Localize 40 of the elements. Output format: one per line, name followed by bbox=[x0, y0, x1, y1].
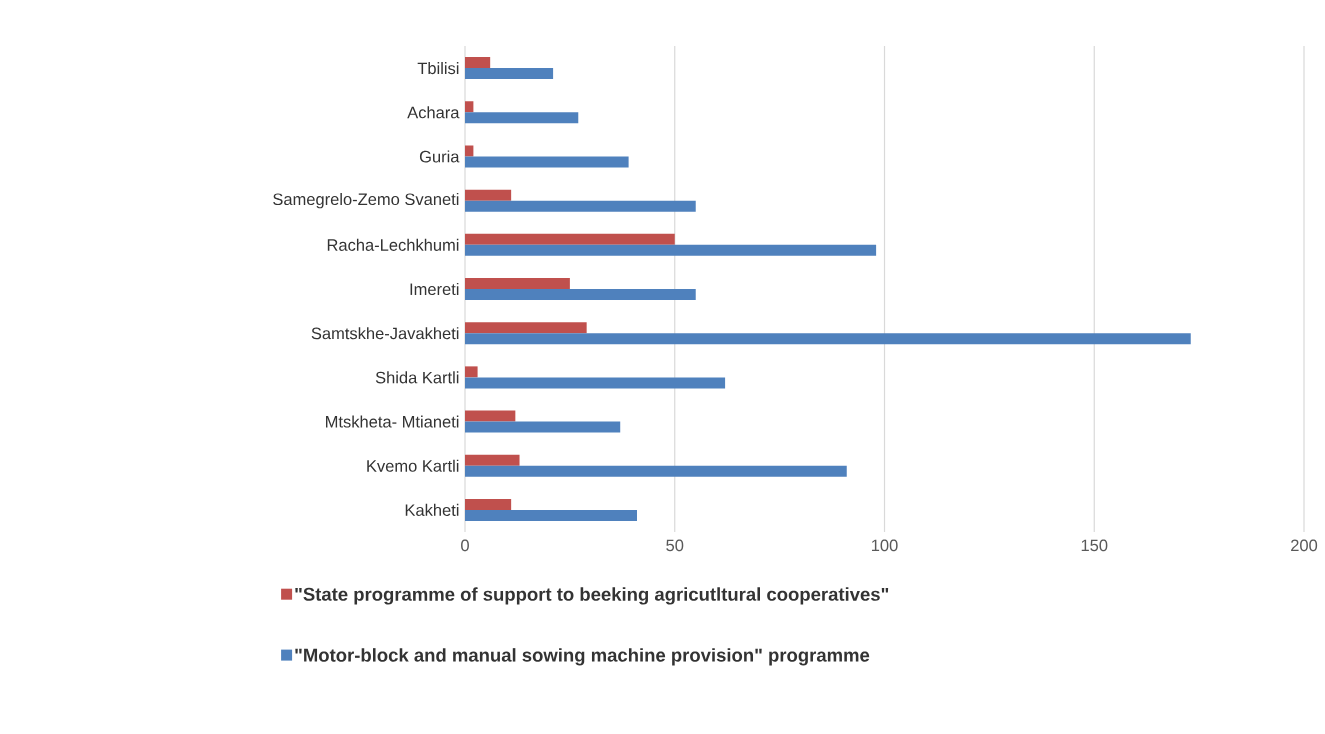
bar bbox=[465, 101, 474, 113]
x-tick-label: 150 bbox=[1081, 539, 1108, 552]
x-tick-label: 200 bbox=[1291, 539, 1318, 552]
bar bbox=[465, 244, 877, 256]
y-tick-label: Shida Kartli bbox=[375, 371, 459, 384]
y-tick-label: Kakheti bbox=[405, 503, 459, 516]
bar bbox=[465, 333, 1191, 345]
bar bbox=[465, 421, 621, 433]
bar bbox=[465, 410, 516, 422]
y-tick-label: Kvemo Kartli bbox=[367, 459, 459, 472]
bar bbox=[465, 509, 637, 521]
bar bbox=[465, 112, 579, 124]
x-tick-label: 100 bbox=[872, 539, 898, 552]
bar bbox=[465, 498, 512, 510]
y-tick-label: Tbilisi bbox=[417, 62, 459, 75]
legend-label: "State programme of support to beeking agricutltural cooperatives" bbox=[295, 587, 889, 605]
x-tick-label: 50 bbox=[666, 539, 684, 552]
y-tick-label: Guria bbox=[419, 150, 460, 163]
bar bbox=[465, 322, 587, 334]
bar bbox=[465, 366, 478, 378]
bar bbox=[465, 465, 847, 477]
y-tick-label: Achara bbox=[407, 106, 460, 119]
bar bbox=[465, 68, 554, 80]
bar bbox=[465, 233, 675, 245]
legend-label: "Motor-block and manual sowing machine provision" programme bbox=[295, 648, 870, 666]
bar bbox=[465, 278, 570, 290]
bar bbox=[465, 289, 696, 301]
x-tick-label: 0 bbox=[461, 539, 469, 552]
bar bbox=[465, 189, 512, 201]
bar bbox=[465, 145, 474, 157]
y-tick-label: Samegrelo-Zemo Svaneti bbox=[273, 192, 459, 209]
y-tick-label: Mtskheta- Mtianeti bbox=[326, 415, 459, 428]
bar bbox=[465, 156, 629, 168]
bar bbox=[465, 57, 491, 69]
bar bbox=[465, 377, 726, 389]
bar bbox=[465, 200, 696, 212]
y-tick-label: Racha-Lechkhumi bbox=[327, 238, 459, 251]
bar bbox=[465, 454, 520, 466]
y-tick-label: Imereti bbox=[410, 282, 459, 296]
y-tick-label: Samtskhe-Javakheti bbox=[311, 327, 459, 340]
